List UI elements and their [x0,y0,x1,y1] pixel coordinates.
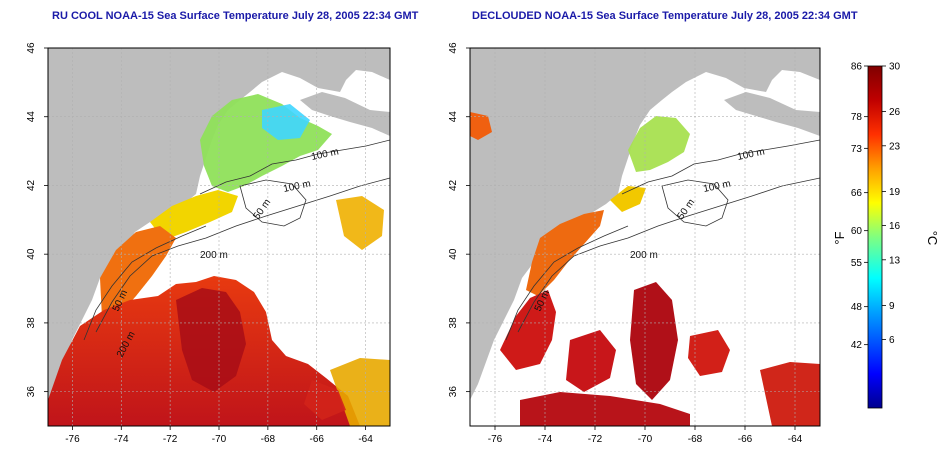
y-tick-label: 36 [26,386,37,398]
contour-label: 200 m [200,250,228,261]
y-tick-label: 38 [448,317,459,329]
y-tick-label: 40 [26,248,37,260]
y-tick-label: 46 [448,42,459,54]
colorbar-c-label: 30 [889,62,901,73]
land-nova-scotia [300,92,390,136]
contour-shelf [83,225,207,341]
contour-200m [95,177,390,333]
sst-gulf-of-maine [628,116,690,172]
x-tick-label: -72 [588,434,603,445]
sst-red-east [688,330,730,376]
sst-east-patch [336,196,384,250]
y-tick-label: 36 [448,386,459,398]
colorbar-f-label: 78 [851,112,863,123]
x-tick-label: -70 [638,434,653,445]
contour-200m [517,177,820,333]
x-tick-label: -72 [163,434,178,445]
sst-south-band [520,392,690,426]
colorbar-unit-fahrenheit: °F [832,231,847,244]
colorbar-frame [867,65,883,409]
sst-gulf-stream-core [176,288,246,392]
colorbar-f-label: 60 [851,226,863,237]
land-mass [48,48,390,400]
y-tick-label: 46 [26,42,37,54]
y-tick-label: 44 [448,111,459,123]
sst-yellow-band [610,186,646,212]
right-grid [470,47,820,426]
land-nova-scotia [724,92,820,136]
colorbar-gradient [868,66,882,408]
x-tick-label: -74 [538,434,553,445]
sst-warm-band [566,330,616,392]
sst-southeast-patch [760,362,820,426]
y-tick-label: 42 [448,179,459,191]
colorbar-f-label: 86 [851,62,863,73]
colorbar-c-label: 19 [889,187,901,198]
sst-yellow-band [150,190,238,240]
x-tick-label: -76 [65,434,80,445]
colorbar-c-label: 13 [889,255,901,266]
sst-orange-shelf [100,226,176,318]
y-tick-label: 38 [26,317,37,329]
colorbar-f-label: 66 [851,188,863,199]
land-mass [470,48,820,400]
x-tick-label: -68 [261,434,276,445]
x-tick-label: -66 [738,434,753,445]
contour-shelf [505,225,629,341]
colorbar-unit-celsius: °C [925,231,940,246]
colorbar-f-label: 42 [851,340,863,351]
sst-north-patch [470,112,492,140]
y-tick-label: 42 [26,179,37,191]
contour-label: 200 m [630,250,658,261]
colorbar-f-label: 73 [851,144,863,155]
x-tick-label: -68 [688,434,703,445]
left-grid [48,47,390,426]
x-tick-label: -74 [114,434,129,445]
sst-orange-shelf [526,210,604,296]
x-tick-label: -64 [788,434,803,445]
contour-100m [199,139,390,195]
sst-red-blob [304,380,346,420]
right-map-panel: 100 m 100 m 50 m 200 m 50 m -76 -74 -72 -70… [448,42,821,445]
y-tick-label: 40 [448,248,459,260]
temperature-colorbar: 86 78 73 66 60 55 48 42 30 26 23 19 16 13 9 6 °F °C [832,62,940,409]
x-tick-label: -70 [212,434,227,445]
y-tick-label: 44 [26,111,37,123]
colorbar-f-label: 55 [851,258,863,269]
x-tick-label: -66 [309,434,324,445]
colorbar-c-label: 6 [889,335,895,346]
contour-100m [621,139,820,195]
colorbar-f-label: 48 [851,302,863,313]
colorbar-c-label: 26 [889,107,901,118]
sst-gulf-stream-core [630,282,678,400]
colorbar-c-label: 16 [889,221,901,232]
x-tick-label: -64 [358,434,373,445]
x-tick-label: -76 [488,434,503,445]
sst-cool-patch [262,104,310,140]
contour-50m [661,179,729,227]
colorbar-c-label: 9 [889,301,895,312]
left-panel-title: RU COOL NOAA-15 Sea Surface Temperature … [52,10,419,22]
sst-warm-coastal [500,290,556,370]
contour-50m [239,179,307,227]
left-map-panel: 100 m 100 m 50 m 200 m 50 m 200 m -76 -74… [26,42,391,445]
right-panel-title: DECLOUDED NOAA-15 Sea Surface Temperatur… [472,10,858,22]
colorbar-c-label: 23 [889,141,901,152]
